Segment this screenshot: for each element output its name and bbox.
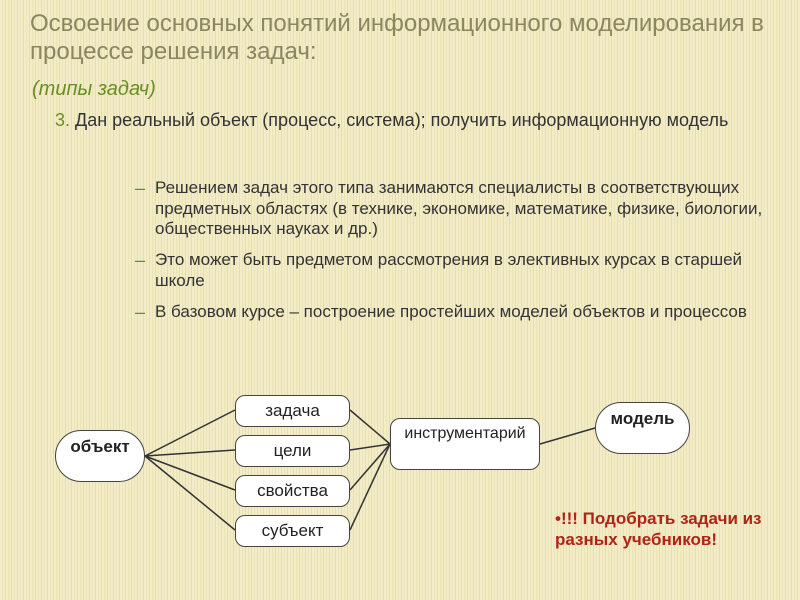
edge-object-goals bbox=[145, 450, 235, 456]
node-object: объект bbox=[55, 430, 145, 482]
note-bullet: •!!! bbox=[555, 509, 583, 528]
point-3: 3. Дан реальный объект (процесс, система… bbox=[55, 110, 760, 132]
bullet-item: В базовом курсе – построение простейших … bbox=[135, 302, 770, 323]
edge-subject-instr bbox=[350, 444, 390, 530]
edge-instr-model bbox=[540, 428, 595, 444]
edge-object-task bbox=[145, 410, 235, 456]
page-title: Освоение основных понятий информационног… bbox=[30, 10, 770, 65]
note-text: Подобрать задачи из разных учебников! bbox=[555, 509, 762, 549]
point-3-number: 3. bbox=[55, 110, 70, 130]
node-props: свойства bbox=[235, 475, 350, 507]
node-instr: инструментарий bbox=[390, 418, 540, 470]
edge-object-props bbox=[145, 456, 235, 490]
footer-note: •!!! Подобрать задачи из разных учебнико… bbox=[555, 508, 785, 551]
node-subject: субъект bbox=[235, 515, 350, 547]
edge-task-instr bbox=[350, 410, 390, 444]
bullet-item: Это может быть предметом рассмотрения в … bbox=[135, 250, 770, 291]
edge-props-instr bbox=[350, 444, 390, 490]
page-subtitle: (типы задач) bbox=[32, 78, 156, 101]
point-3-text: Дан реальный объект (процесс, система); … bbox=[70, 110, 728, 130]
edge-goals-instr bbox=[350, 444, 390, 450]
node-model: модель bbox=[595, 402, 690, 454]
node-task: задача bbox=[235, 395, 350, 427]
diagram: объект задача цели свойства субъект инструмен… bbox=[0, 380, 800, 600]
bullet-item: Решением задач этого типа занимаются спе… bbox=[135, 178, 770, 240]
edge-object-subject bbox=[145, 456, 235, 530]
bullets-list: Решением задач этого типа занимаются спе… bbox=[95, 178, 770, 332]
node-goals: цели bbox=[235, 435, 350, 467]
